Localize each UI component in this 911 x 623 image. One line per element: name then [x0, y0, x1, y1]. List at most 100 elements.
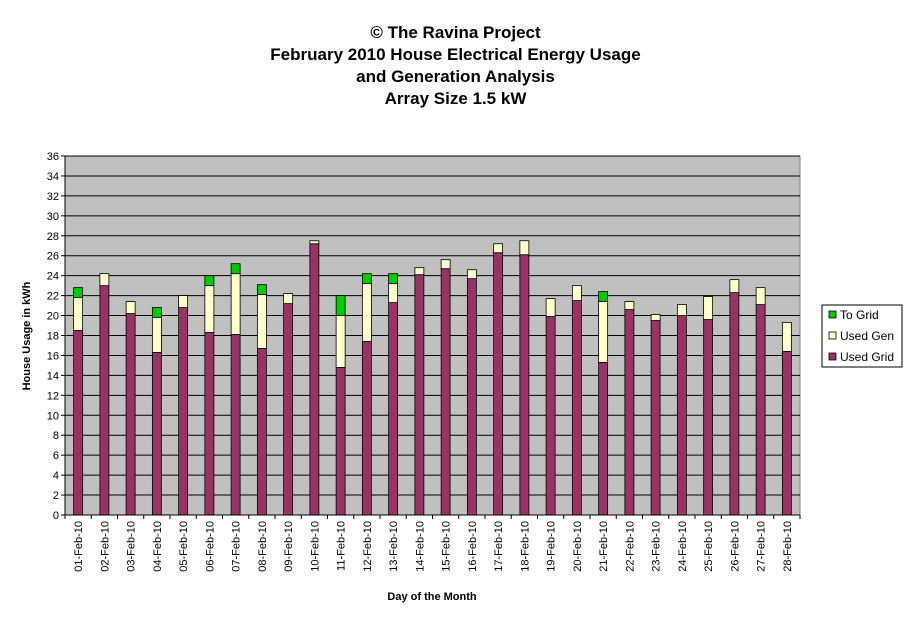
y-tick-label: 2 — [53, 490, 59, 502]
legend-label: Used Gen — [840, 329, 894, 343]
y-tick-label: 32 — [47, 191, 59, 203]
legend-swatch — [828, 331, 837, 340]
x-tick-label: 23-Feb-10 — [651, 521, 663, 572]
bar-segment-used-grid — [335, 367, 346, 516]
bar-segment-used-grid — [309, 243, 320, 516]
legend: To Grid Used Gen Used Grid — [821, 304, 903, 368]
y-axis-title: House Usage in kWh — [21, 281, 33, 390]
x-tick-label: 04-Feb-10 — [152, 521, 164, 572]
y-tick-label: 10 — [47, 410, 59, 422]
bar-segment-used-gen — [230, 273, 241, 335]
x-tick-label: 02-Feb-10 — [99, 521, 111, 572]
y-tick-label: 18 — [47, 331, 59, 343]
bar-segment-to-grid — [204, 275, 215, 287]
x-axis-ticks: 01-Feb-10 02-Feb-10 03-Feb-10 04-Feb-10 05-F… — [64, 515, 801, 572]
x-tick-label: 27-Feb-10 — [756, 521, 768, 572]
bar-segment-used-grid — [729, 292, 740, 516]
y-tick-label: 6 — [53, 450, 59, 462]
bars — [73, 240, 792, 516]
x-tick-label: 25-Feb-10 — [703, 521, 715, 572]
y-tick-label: 26 — [47, 251, 59, 263]
y-tick-label: 16 — [47, 350, 59, 362]
x-tick-label: 21-Feb-10 — [598, 521, 610, 572]
x-tick-label: 17-Feb-10 — [493, 521, 505, 572]
bar-segment-to-grid — [256, 284, 267, 296]
bar-segment-used-grid — [151, 352, 162, 516]
y-tick-label: 34 — [47, 171, 59, 183]
bar-segment-to-grid — [335, 295, 346, 316]
bar-segment-used-gen — [388, 283, 399, 303]
x-tick-label: 01-Feb-10 — [73, 521, 85, 572]
x-tick-label: 11-Feb-10 — [336, 521, 348, 571]
x-tick-label: 13-Feb-10 — [388, 521, 400, 572]
legend-swatch — [828, 310, 837, 319]
bar-segment-to-grid — [361, 273, 372, 285]
x-tick-label: 18-Feb-10 — [519, 521, 531, 572]
bar-segment-used-grid — [703, 319, 714, 516]
bar-segment-used-gen — [99, 273, 110, 287]
y-tick-label: 12 — [47, 390, 59, 402]
bar-segment-used-gen — [466, 269, 477, 280]
x-tick-label: 12-Feb-10 — [362, 521, 374, 572]
bar-segment-used-grid — [493, 252, 504, 516]
bar-segment-used-gen — [125, 301, 136, 314]
x-tick-label: 20-Feb-10 — [572, 521, 584, 572]
bar-segment-to-grid — [598, 291, 609, 302]
bar-segment-used-gen — [624, 301, 635, 310]
bar-segment-used-grid — [650, 320, 661, 516]
y-tick-label: 28 — [47, 231, 59, 243]
bar-segment-used-gen — [151, 317, 162, 353]
x-tick-label: 24-Feb-10 — [677, 521, 689, 572]
bar-segment-used-grid — [388, 302, 399, 516]
x-tick-label: 26-Feb-10 — [729, 521, 741, 572]
bar-segment-used-grid — [466, 278, 477, 516]
x-tick-label: 09-Feb-10 — [283, 521, 295, 572]
bar-segment-used-grid — [624, 309, 635, 516]
bar-segment-to-grid — [388, 273, 399, 285]
bar-segment-used-grid — [283, 303, 294, 516]
legend-label: Used Grid — [840, 350, 894, 364]
x-tick-label: 08-Feb-10 — [257, 521, 269, 572]
bar-segment-used-gen — [309, 240, 320, 245]
x-tick-label: 05-Feb-10 — [178, 521, 190, 572]
y-tick-label: 24 — [47, 271, 59, 283]
bar-segment-used-gen — [650, 314, 661, 321]
bar-segment-used-grid — [440, 268, 451, 516]
bar-segment-used-gen — [335, 315, 346, 368]
bar-segment-used-gen — [598, 301, 609, 363]
bar-segment-used-grid — [230, 334, 241, 516]
y-tick-label: 0 — [53, 510, 59, 522]
bar-segment-to-grid — [151, 307, 162, 318]
x-tick-label: 03-Feb-10 — [126, 521, 138, 572]
bar-segment-used-gen — [755, 287, 766, 305]
bar-segment-used-grid — [755, 304, 766, 516]
title-line-1: © The Ravina Project — [370, 23, 541, 42]
bar-segment-to-grid — [73, 287, 84, 299]
bar-segment-used-grid — [781, 351, 792, 516]
x-tick-label: 19-Feb-10 — [546, 521, 558, 572]
bar-segment-used-gen — [440, 259, 451, 270]
bar-segment-used-gen — [545, 298, 556, 317]
bar-segment-used-grid — [414, 274, 425, 516]
bar-segment-used-gen — [256, 294, 267, 349]
bar-segment-used-gen — [729, 279, 740, 294]
bar-segment-used-grid — [545, 316, 556, 516]
x-tick-label: 28-Feb-10 — [782, 521, 794, 572]
x-tick-label: 14-Feb-10 — [414, 521, 426, 572]
x-axis-title: Day of the Month — [387, 591, 476, 603]
title-line-2: February 2010 House Electrical Energy Us… — [270, 45, 641, 64]
bar-segment-used-gen — [781, 322, 792, 352]
y-tick-label: 20 — [47, 311, 59, 323]
y-tick-label: 8 — [53, 430, 59, 442]
bar-segment-used-gen — [204, 285, 215, 333]
y-tick-label: 14 — [47, 370, 59, 382]
y-tick-label: 36 — [47, 151, 59, 163]
legend-label: To Grid — [840, 308, 879, 322]
bar-segment-used-grid — [676, 315, 687, 516]
bar-segment-used-gen — [703, 296, 714, 320]
bar-segment-used-gen — [676, 304, 687, 316]
title-line-3: and Generation Analysis — [356, 67, 555, 86]
bar-segment-used-gen — [178, 295, 189, 308]
y-tick-label: 4 — [53, 470, 59, 482]
